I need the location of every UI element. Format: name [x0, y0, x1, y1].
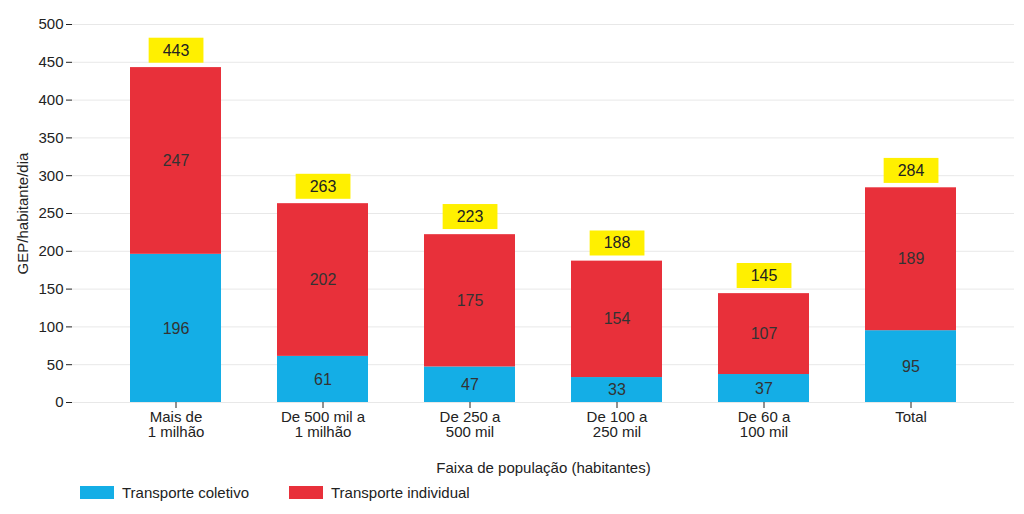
svg-text:De 250 a500 mil: De 250 a500 mil: [440, 408, 502, 440]
svg-text:247: 247: [163, 152, 190, 169]
svg-text:200: 200: [38, 242, 63, 259]
svg-text:202: 202: [310, 271, 337, 288]
svg-text:De 60 a100 mil: De 60 a100 mil: [738, 408, 791, 440]
html-text:Transporte coletivo: Transporte coletivo: [122, 484, 249, 501]
svg-text:50: 50: [47, 356, 64, 373]
html-text:Transporte individual: Transporte individual: [331, 484, 470, 501]
svg-text:107: 107: [751, 325, 778, 342]
svg-text:De 500 mil a1 milhão: De 500 mil a1 milhão: [281, 408, 366, 440]
svg-text:443: 443: [163, 42, 190, 59]
svg-text:189: 189: [898, 250, 925, 267]
svg-text:154: 154: [604, 310, 631, 327]
svg-text:450: 450: [38, 53, 63, 70]
svg-text:Total: Total: [895, 408, 927, 425]
svg-text:95: 95: [902, 358, 920, 375]
svg-text:350: 350: [38, 129, 63, 146]
svg-text:175: 175: [457, 292, 484, 309]
svg-text:145: 145: [751, 267, 778, 284]
svg-text:300: 300: [38, 167, 63, 184]
svg-text:263: 263: [310, 178, 337, 195]
svg-text:Mais de1 milhão: Mais de1 milhão: [148, 408, 205, 440]
svg-text:284: 284: [898, 162, 925, 179]
svg-text:196: 196: [163, 320, 190, 337]
svg-text:100: 100: [38, 318, 63, 335]
svg-text:37: 37: [755, 380, 773, 397]
svg-text:47: 47: [461, 376, 479, 393]
svg-text:61: 61: [314, 371, 332, 388]
svg-text:Faixa de população (habitantes: Faixa de população (habitantes): [436, 459, 650, 476]
svg-text:223: 223: [457, 208, 484, 225]
svg-text:500: 500: [38, 15, 63, 32]
svg-text:150: 150: [38, 280, 63, 297]
svg-text:De 100 a250 mil: De 100 a250 mil: [587, 408, 649, 440]
svg-text:250: 250: [38, 204, 63, 221]
svg-text:GEP/habitante/dia: GEP/habitante/dia: [14, 152, 31, 274]
svg-text:0: 0: [55, 393, 63, 410]
svg-text:33: 33: [608, 381, 626, 398]
svg-text:188: 188: [604, 234, 631, 251]
svg-text:400: 400: [38, 91, 63, 108]
